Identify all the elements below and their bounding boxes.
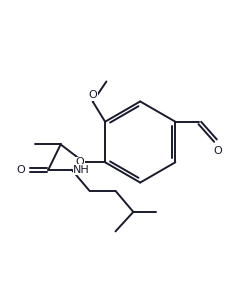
Text: O: O	[88, 90, 97, 100]
Text: O: O	[75, 157, 84, 167]
Text: O: O	[17, 165, 26, 175]
Text: O: O	[214, 146, 222, 156]
Text: NH: NH	[73, 165, 90, 175]
